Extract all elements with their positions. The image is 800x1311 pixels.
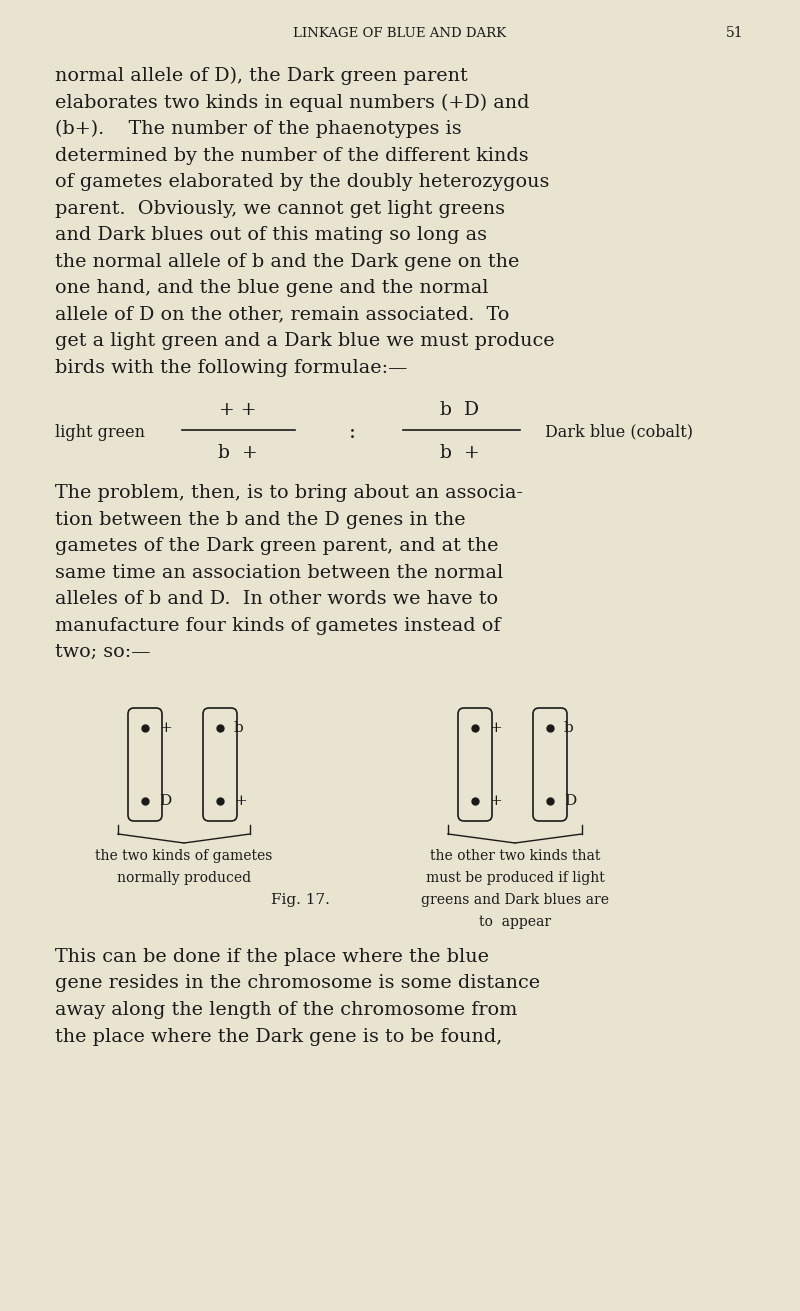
Text: light green: light green <box>55 423 145 440</box>
Text: +: + <box>489 794 502 808</box>
Text: + +: + + <box>219 401 257 420</box>
Text: (b+).    The number of the phaenotypes is: (b+). The number of the phaenotypes is <box>55 119 462 138</box>
Text: allele of D on the other, remain associated.  To: allele of D on the other, remain associa… <box>55 305 510 324</box>
Text: normal allele of D), the Dark green parent: normal allele of D), the Dark green pare… <box>55 67 468 85</box>
Text: b  +: b + <box>218 444 258 461</box>
Text: D: D <box>159 794 171 808</box>
Text: Fig. 17.: Fig. 17. <box>270 893 330 907</box>
Text: normally produced: normally produced <box>117 871 251 885</box>
Text: elaborates two kinds in equal numbers (+D) and: elaborates two kinds in equal numbers (+… <box>55 93 530 111</box>
Text: same time an association between the normal: same time an association between the nor… <box>55 564 503 582</box>
Text: :: : <box>349 422 355 442</box>
Text: gametes of the Dark green parent, and at the: gametes of the Dark green parent, and at… <box>55 538 498 555</box>
Text: greens and Dark blues are: greens and Dark blues are <box>421 893 609 907</box>
Text: one hand, and the blue gene and the normal: one hand, and the blue gene and the norm… <box>55 279 489 298</box>
Text: the place where the Dark gene is to be found,: the place where the Dark gene is to be f… <box>55 1028 502 1045</box>
Text: +: + <box>234 794 246 808</box>
Text: get a light green and a Dark blue we must produce: get a light green and a Dark blue we mus… <box>55 332 554 350</box>
Text: away along the length of the chromosome from: away along the length of the chromosome … <box>55 1002 518 1019</box>
Text: the other two kinds that: the other two kinds that <box>430 850 600 863</box>
Text: and Dark blues out of this mating so long as: and Dark blues out of this mating so lon… <box>55 225 487 244</box>
Text: This can be done if the place where the blue: This can be done if the place where the … <box>55 948 489 966</box>
Text: tion between the b and the D genes in the: tion between the b and the D genes in th… <box>55 510 466 528</box>
Text: gene resides in the chromosome is some distance: gene resides in the chromosome is some d… <box>55 974 540 992</box>
Text: the normal allele of b and the Dark gene on the: the normal allele of b and the Dark gene… <box>55 253 519 270</box>
Text: two; so:—: two; so:— <box>55 642 150 661</box>
Text: alleles of b and D.  In other words we have to: alleles of b and D. In other words we ha… <box>55 590 498 608</box>
Text: +: + <box>159 721 172 735</box>
Text: +: + <box>489 721 502 735</box>
Text: must be produced if light: must be produced if light <box>426 871 604 885</box>
Text: b  D: b D <box>441 401 479 420</box>
Text: birds with the following formulae:—: birds with the following formulae:— <box>55 358 407 376</box>
Text: the two kinds of gametes: the two kinds of gametes <box>95 850 273 863</box>
Text: 51: 51 <box>726 26 744 41</box>
Text: to  appear: to appear <box>479 915 551 929</box>
Text: LINKAGE OF BLUE AND DARK: LINKAGE OF BLUE AND DARK <box>294 26 506 39</box>
Text: b: b <box>234 721 244 735</box>
Text: Dark blue (cobalt): Dark blue (cobalt) <box>545 423 693 440</box>
Text: of gametes elaborated by the doubly heterozygous: of gametes elaborated by the doubly hete… <box>55 173 550 191</box>
Text: b: b <box>564 721 574 735</box>
Text: manufacture four kinds of gametes instead of: manufacture four kinds of gametes instea… <box>55 616 501 635</box>
Text: parent.  Obviously, we cannot get light greens: parent. Obviously, we cannot get light g… <box>55 199 505 218</box>
Text: determined by the number of the different kinds: determined by the number of the differen… <box>55 147 529 164</box>
Text: The problem, then, is to bring about an associa-: The problem, then, is to bring about an … <box>55 484 523 502</box>
Text: D: D <box>564 794 576 808</box>
Text: b  +: b + <box>440 444 480 461</box>
